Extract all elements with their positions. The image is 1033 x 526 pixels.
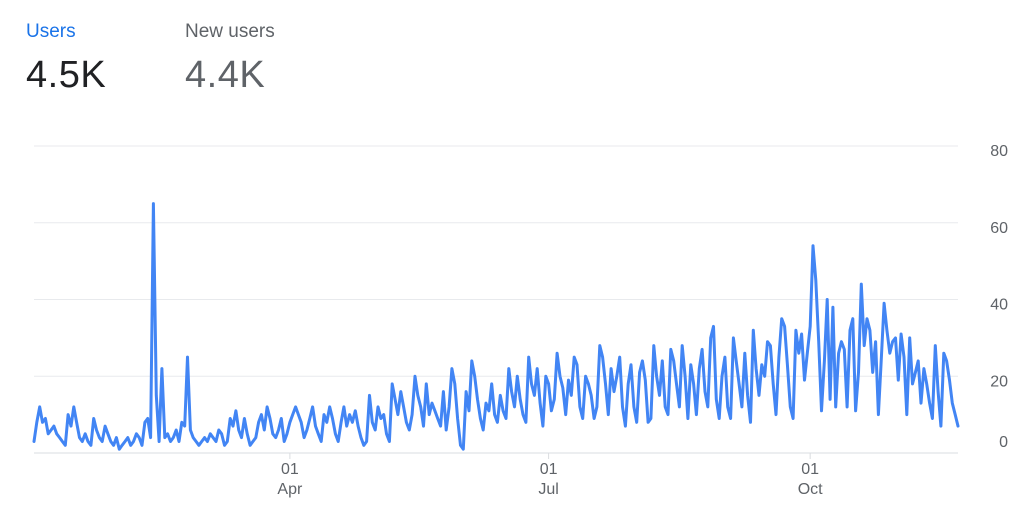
metric-users-value: 4.5K [26, 54, 107, 96]
x-tick-day-2: 01 [801, 461, 819, 478]
metric-new-users[interactable]: New users 4.4K [185, 20, 275, 98]
chart-series [32, 202, 960, 451]
y-tick-label-40: 40 [990, 297, 1008, 314]
x-tick-day-0: 01 [281, 461, 299, 478]
metric-new-users-value: 4.4K [185, 54, 266, 96]
chart-gridlines [34, 145, 958, 454]
y-tick-label-20: 20 [990, 373, 1008, 390]
x-tick-day-1: 01 [540, 461, 558, 478]
y-tick-label-60: 60 [990, 220, 1008, 237]
x-tick-month-0: Apr [277, 481, 303, 498]
y-tick-label-80: 80 [990, 143, 1008, 160]
x-axis: 01Apr01Jul01Oct01Jan [277, 453, 823, 498]
series-line-users [32, 202, 960, 451]
metric-users-label: Users [26, 21, 76, 42]
x-tick-month-1: Jul [538, 481, 558, 498]
y-axis: 0 20 40 60 80 [990, 143, 1008, 451]
x-tick-month-2: Oct [798, 481, 823, 498]
y-tick-label-0: 0 [999, 434, 1008, 451]
metric-new-users-label: New users [185, 21, 275, 42]
metric-users[interactable]: Users 4.5K [26, 20, 106, 98]
